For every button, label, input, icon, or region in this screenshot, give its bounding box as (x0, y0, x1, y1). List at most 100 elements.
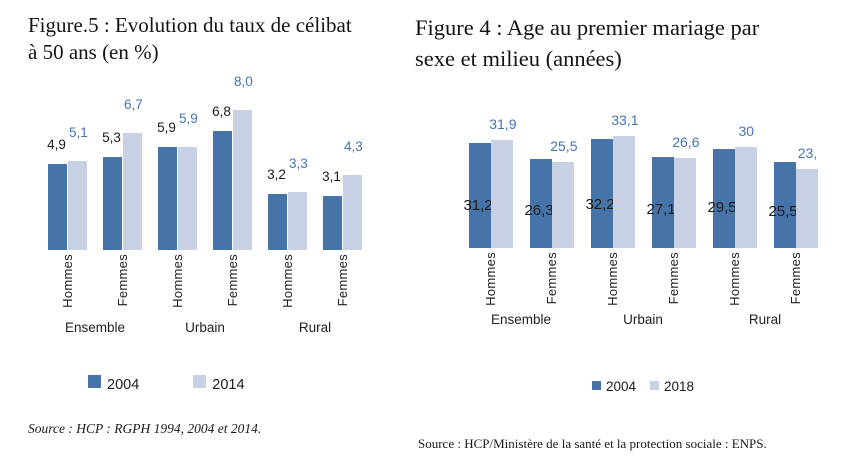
legend-item-2004: 2004 (591, 379, 636, 394)
bar-2004-femmes-5: 25,5 (768, 162, 798, 248)
bar-2018-femmes-1: 25,5 (550, 138, 577, 248)
legend-label: 2004 (107, 377, 140, 393)
legend-swatch (88, 374, 101, 388)
value-label: 6,7 (124, 97, 143, 112)
source-note: Source : HCP : RGPH 1994, 2004 et 2014. (28, 421, 262, 436)
bar-group: 4,9 5,1 (40, 110, 95, 250)
value-label: 30 (738, 123, 755, 139)
bar-2004-hommes-2: 5,9 (157, 120, 177, 250)
bar-group: 26,3 25,5 (521, 130, 582, 248)
chart-legend: 2004 2014 (88, 374, 370, 393)
legend-label: 2004 (605, 379, 636, 394)
value-label: 4,9 (47, 137, 66, 152)
axis-tick: Hommes (40, 250, 95, 314)
legend-item-2004: 2004 (88, 374, 140, 393)
value-label: 8,0 (234, 74, 253, 89)
bar-plot: 4,9 5,1 5,3 6,7 5,9 5,9 6,8 8,0 3,2 3,3 3,1 4,3 (40, 74, 370, 250)
figure-5-celibacy-rate-chart: Figure.5 : Evolution du taux de célibat … (28, 12, 420, 437)
value-label: 25,5 (550, 138, 578, 154)
bar-2018-femmes-3: 26,6 (672, 134, 699, 248)
value-label: 26,3 (524, 202, 554, 220)
value-label: 26,6 (672, 134, 700, 150)
bar-2004-femmes-1: 5,3 (102, 130, 122, 250)
axis-label-group: Rural (298, 320, 332, 335)
bar-group: 3,2 3,3 (260, 110, 315, 250)
bar-2018-femmes-5: 23, (795, 145, 818, 248)
bar-2004-femmes-3: 6,8 (212, 104, 232, 250)
bar-2014-hommes-2: 5,9 (178, 111, 198, 250)
bar-2014-hommes-0: 5,1 (68, 125, 88, 250)
value-label: 5,1 (69, 125, 88, 140)
axis-label-sex: Femmes (335, 254, 350, 307)
value-label: 3,1 (322, 169, 341, 184)
value-label: 4,3 (344, 139, 363, 154)
bar-group: 29,5 30 (704, 123, 765, 248)
bar-2004-femmes-1: 26,3 (524, 159, 554, 248)
value-label: 27,1 (646, 201, 676, 219)
category-axis: Hommes Femmes Hommes Femmes Hommes Femmes (460, 248, 826, 306)
axis-label-sex: Hommes (60, 254, 75, 308)
bar-group: 5,3 6,7 (95, 97, 150, 250)
bar-group: 27,1 26,6 (643, 130, 704, 248)
value-label: 3,2 (267, 167, 286, 182)
bar-group: 3,1 4,3 (315, 110, 370, 250)
axis-label-group: Urbain (185, 320, 225, 335)
figure-title: Figure.5 : Evolution du taux de célibat … (28, 13, 352, 64)
axis-label-sex: Femmes (544, 252, 559, 305)
legend-item-2018: 2018 (650, 379, 694, 394)
axis-label-group: Urbain (623, 312, 663, 327)
chart-legend: 2004 2018 (460, 379, 826, 394)
value-label: 5,3 (102, 130, 121, 145)
figure-title: Figure 4 : Age au premier mariage par se… (415, 15, 760, 71)
value-label: 6,8 (212, 104, 231, 119)
bar-2014-femmes-5: 4,3 (343, 139, 363, 250)
bar-group: 31,2 31,9 (460, 116, 521, 248)
bar-pair: 4,9 5,1 (47, 125, 88, 250)
axis-tick: Hommes (260, 250, 315, 314)
axis-label-sex: Hommes (170, 254, 185, 308)
axis-tick: Hommes (150, 250, 205, 314)
bar-pair: 3,1 4,3 (322, 139, 363, 250)
axis-tick: Femmes (95, 250, 150, 314)
bar-2018-hommes-4: 30 (734, 123, 757, 248)
axis-tick: Femmes (643, 248, 704, 306)
axis-label-sex: Femmes (666, 252, 681, 305)
bar-group: 6,8 8,0 (205, 74, 260, 250)
axis-label-sex: Femmes (115, 254, 130, 307)
axis-tick: Hommes (704, 248, 765, 306)
value-label: 3,3 (289, 156, 308, 171)
bar-pair: 5,3 6,7 (102, 97, 143, 250)
legend-item-2014: 2014 (193, 374, 245, 393)
figure-4-first-marriage-age-chart: Figure 4 : Age au premier mariage par se… (415, 12, 853, 452)
legend-swatch (193, 374, 207, 388)
chart-area: 31,2 31,9 26,3 25,5 32,2 33,1 27,1 26,6 29,5 30 25… (460, 112, 826, 394)
bar-group: 25,5 23, (765, 130, 826, 248)
axis-tick: Femmes (765, 248, 826, 306)
bar-pair: 27,1 26,6 (646, 134, 699, 248)
value-label: 25,5 (768, 202, 798, 220)
bar-pair: 25,5 23, (768, 145, 818, 248)
axis-label-sex: Hommes (727, 252, 742, 306)
axis-tick: Femmes (205, 250, 260, 314)
axis-label-group: Ensemble (490, 312, 552, 327)
value-label: 5,9 (157, 120, 176, 135)
axis-tick: Hommes (582, 248, 643, 306)
legend-label: 2018 (664, 379, 695, 394)
value-label: 5,9 (179, 111, 198, 126)
bar-2004-hommes-2: 32,2 (585, 139, 615, 248)
axis-label-sex: Hommes (605, 252, 620, 306)
axis-tick: Hommes (460, 248, 521, 306)
bar-2004-hommes-0: 31,2 (463, 143, 493, 248)
bar-2004-hommes-0: 4,9 (47, 137, 67, 250)
axis-tick: Femmes (521, 248, 582, 306)
chart-area: 4,9 5,1 5,3 6,7 5,9 5,9 6,8 8,0 3,2 3,3 3,1 4,3 Hom… (40, 74, 370, 393)
category-axis: Hommes Femmes Hommes Femmes Hommes Femmes (40, 250, 370, 314)
value-label: 23, (797, 145, 818, 161)
bar-2004-femmes-3: 27,1 (646, 157, 676, 248)
bar-pair: 29,5 30 (707, 123, 757, 248)
group-axis: Ensemble Urbain Rural (40, 320, 370, 335)
legend-swatch (650, 381, 659, 390)
bar-pair: 3,2 3,3 (267, 156, 308, 250)
source-note: Source : HCP/Ministère de la santé et la… (418, 436, 767, 451)
